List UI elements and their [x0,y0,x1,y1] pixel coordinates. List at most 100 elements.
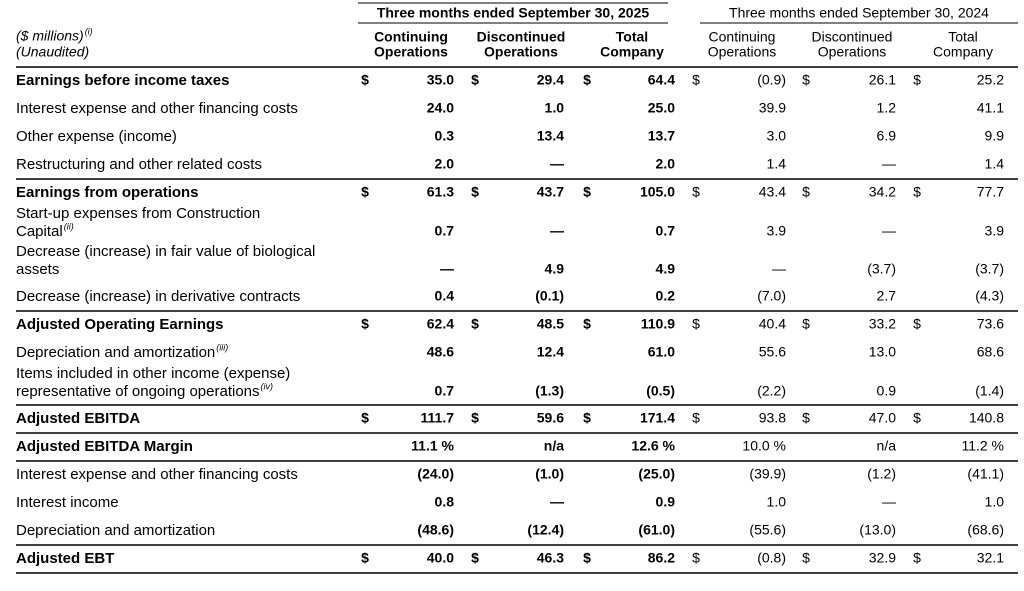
cell-value: 25.2 [977,72,1004,88]
cell-value: — [550,494,564,510]
cell-value: — [882,494,896,510]
cell-value: (1.0) [535,466,564,482]
cell-value: (0.9) [757,72,786,88]
cell-value: 110.9 [641,316,675,332]
column-header: Operations [374,44,448,60]
unaudited-label: (Unaudited) [16,44,89,60]
period-header: Three months ended September 30, 2024 [729,5,989,21]
cell-value: 24.0 [427,100,454,116]
cell-value: 55.6 [759,344,786,360]
currency-symbol: $ [361,184,369,200]
unit-label: ($ millions) [16,28,84,44]
cell-value: 6.9 [877,128,897,144]
currency-symbol: $ [583,184,591,200]
cell-value: — [882,156,896,172]
cell-value: (2.2) [757,383,786,399]
cell-value: 13.0 [869,344,896,360]
cell-value: (1.2) [867,466,896,482]
column-header: Continuing [374,29,448,45]
cell-value: 171.4 [640,410,675,426]
currency-symbol: $ [471,316,479,332]
cell-value: 43.7 [537,184,564,200]
cell-value: 35.0 [427,72,454,88]
cell-value: 40.4 [759,316,786,332]
row-label: Interest income [16,494,119,511]
row-label: Interest expense and other financing cos… [16,466,298,483]
currency-symbol: $ [583,72,591,88]
row-label: assets [16,261,59,278]
row-label: Adjusted EBITDA [16,410,140,427]
cell-value: 3.0 [767,128,787,144]
cell-value: 11.2 % [961,438,1004,454]
cell-value: 2.0 [656,156,676,172]
currency-symbol: $ [913,72,921,88]
column-header: Discontinued [812,29,893,45]
currency-symbol: $ [471,184,479,200]
row-label: Decrease (increase) in derivative contra… [16,288,300,305]
currency-symbol: $ [692,550,700,566]
row-label: Adjusted EBT [16,550,114,567]
column-header: Company [600,44,664,60]
cell-value: (61.0) [638,522,675,538]
cell-value: 4.9 [656,261,676,277]
currency-symbol: $ [913,184,921,200]
cell-value: 111.7 [421,410,455,426]
footnote-mark: (ii) [64,221,74,231]
cell-value: 47.0 [869,410,896,426]
cell-value: 93.8 [759,410,786,426]
cell-value: — [550,223,564,239]
cell-value: 12.6 % [631,438,675,454]
cell-value: 4.9 [545,261,565,277]
cell-value: 29.4 [537,72,564,88]
currency-symbol: $ [692,316,700,332]
cell-value: 3.9 [767,223,787,239]
row-label: representative of ongoing operations [16,383,260,400]
column-header: Total [948,29,978,45]
row-label: Start-up expenses from Construction [16,205,260,222]
column-header: Continuing [709,29,776,45]
cell-value: (41.1) [967,466,1004,482]
cell-value: 0.7 [435,383,455,399]
column-header: Operations [484,44,558,60]
cell-value: 0.9 [877,383,897,399]
cell-value: (39.9) [749,466,786,482]
currency-symbol: $ [583,316,591,332]
currency-symbol: $ [583,410,591,426]
cell-value: 0.4 [435,288,455,304]
currency-symbol: $ [361,316,369,332]
cell-value: 0.3 [435,128,455,144]
row-label: Interest expense and other financing cos… [16,100,298,117]
cell-value: 0.7 [435,223,455,239]
column-header: Total [616,29,648,45]
footnote-mark: (i) [85,26,93,36]
cell-value: 73.6 [977,316,1004,332]
currency-symbol: $ [692,410,700,426]
cell-value: 59.6 [537,410,564,426]
currency-symbol: $ [471,72,479,88]
cell-value: 64.4 [648,72,675,88]
cell-value: 48.5 [537,316,564,332]
cell-value: (7.0) [757,288,786,304]
currency-symbol: $ [361,410,369,426]
row-label: Restructuring and other related costs [16,156,262,173]
cell-value: 1.4 [767,156,787,172]
cell-value: (24.0) [417,466,454,482]
currency-symbol: $ [913,550,921,566]
cell-value: (48.6) [417,522,454,538]
row-label: Earnings before income taxes [16,72,229,89]
cell-value: (0.8) [757,550,786,566]
currency-symbol: $ [802,550,810,566]
currency-symbol: $ [692,184,700,200]
cell-value: 2.7 [877,288,897,304]
currency-symbol: $ [692,72,700,88]
cell-value: 1.0 [545,100,565,116]
cell-value: 2.0 [435,156,455,172]
cell-value: 77.7 [977,184,1004,200]
cell-value: 1.2 [877,100,897,116]
currency-symbol: $ [471,550,479,566]
cell-value: — [772,261,786,277]
cell-value: 86.2 [648,550,675,566]
cell-value: (13.0) [859,522,896,538]
